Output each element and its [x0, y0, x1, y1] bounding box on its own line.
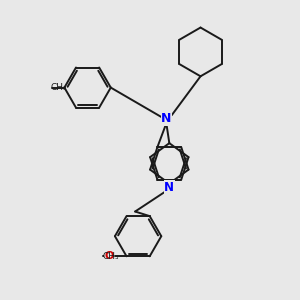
Text: CH₃: CH₃ — [50, 83, 67, 92]
Text: O: O — [104, 251, 113, 261]
Text: CH₃: CH₃ — [102, 252, 119, 261]
Text: N: N — [161, 112, 172, 125]
Text: N: N — [164, 181, 174, 194]
